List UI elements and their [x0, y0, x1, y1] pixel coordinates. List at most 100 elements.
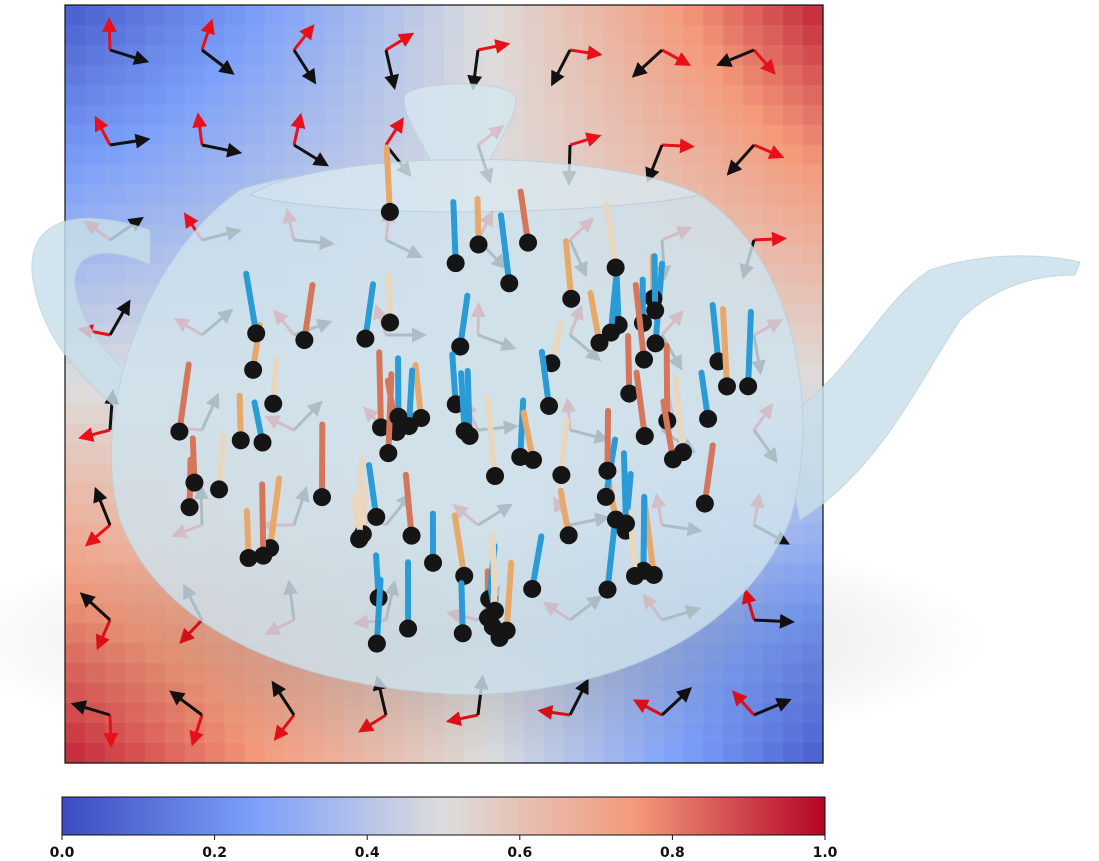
surface-point — [181, 498, 199, 516]
heat-cell — [783, 5, 804, 26]
heat-cell — [165, 224, 186, 245]
heat-cell — [85, 25, 106, 46]
heat-cell — [803, 524, 824, 545]
heat-cell — [245, 45, 266, 66]
surface-arrow — [643, 497, 644, 571]
surface-point — [699, 410, 717, 428]
heat-cell — [205, 185, 226, 206]
heat-cell — [324, 145, 345, 166]
heat-cell — [803, 264, 824, 285]
heat-cell — [65, 484, 86, 505]
heat-cell — [205, 743, 226, 764]
heat-cell — [205, 105, 226, 126]
heat-cell — [584, 105, 605, 126]
heat-cell — [703, 5, 724, 26]
heat-cell — [364, 5, 385, 26]
heat-cell — [344, 105, 365, 126]
heat-cell — [763, 244, 784, 265]
surface-point — [486, 602, 504, 620]
heat-cell — [723, 125, 744, 146]
heat-cell — [564, 85, 585, 106]
heat-cell — [185, 204, 206, 225]
surface-arrow — [748, 312, 751, 386]
surface-point — [590, 334, 608, 352]
heat-cell — [364, 85, 385, 106]
surface-point — [264, 395, 282, 413]
surface-point — [599, 581, 617, 599]
heat-cell — [225, 125, 246, 146]
heat-cell — [763, 224, 784, 245]
heat-cell — [65, 105, 86, 126]
heat-cell — [264, 65, 285, 86]
heat-cell — [564, 65, 585, 86]
heat-cell — [444, 25, 465, 46]
heat-cell — [643, 5, 664, 26]
heat-cell — [85, 65, 106, 86]
heat-cell — [504, 65, 525, 86]
heat-cell — [803, 324, 824, 345]
colorbar-tick-label: 0.6 — [507, 845, 532, 861]
surface-point — [424, 554, 442, 572]
red-vector — [754, 239, 784, 240]
heat-cell — [245, 165, 266, 186]
heat-cell — [584, 65, 605, 86]
surface-point — [389, 408, 407, 426]
heat-cell — [604, 145, 625, 166]
heat-cell — [65, 504, 86, 525]
heat-cell — [324, 65, 345, 86]
heat-cell — [304, 105, 325, 126]
heat-cell — [85, 5, 106, 26]
surface-point — [456, 422, 474, 440]
heat-cell — [264, 125, 285, 146]
heat-cell — [65, 424, 86, 445]
heat-cell — [743, 85, 764, 106]
heat-cell — [165, 165, 186, 186]
heat-cell — [803, 85, 824, 106]
heat-cell — [185, 105, 206, 126]
heat-cell — [683, 5, 704, 26]
heat-cell — [584, 125, 605, 146]
heat-cell — [384, 25, 405, 46]
heat-cell — [145, 204, 166, 225]
heat-cell — [65, 404, 86, 425]
heat-cell — [763, 65, 784, 86]
heat-cell — [723, 5, 744, 26]
heat-cell — [65, 125, 86, 146]
heat-cell — [703, 105, 724, 126]
surface-point — [454, 624, 472, 642]
heat-cell — [165, 145, 186, 166]
heat-cell — [225, 45, 246, 66]
heat-cell — [803, 743, 824, 764]
surface-point — [367, 508, 385, 526]
heat-cell — [185, 743, 206, 764]
heat-cell — [65, 145, 86, 166]
heat-cell — [185, 185, 206, 206]
heat-cell — [125, 165, 146, 186]
heat-cell — [703, 145, 724, 166]
surface-point — [552, 466, 570, 484]
heat-cell — [245, 105, 266, 126]
heat-cell — [225, 25, 246, 46]
heat-cell — [145, 65, 166, 86]
heat-cell — [783, 264, 804, 285]
heat-cell — [783, 85, 804, 106]
heat-cell — [743, 5, 764, 26]
heat-cell — [803, 304, 824, 325]
surface-point — [295, 331, 313, 349]
heat-cell — [763, 743, 784, 764]
heat-cell — [125, 145, 146, 166]
heat-cell — [105, 85, 126, 106]
heat-cell — [783, 65, 804, 86]
heat-cell — [783, 185, 804, 206]
surface-point — [696, 495, 714, 513]
heat-cell — [225, 5, 246, 26]
heat-cell — [185, 85, 206, 106]
surface-point — [598, 462, 616, 480]
heat-cell — [364, 105, 385, 126]
heat-cell — [344, 145, 365, 166]
surface-point — [368, 635, 386, 653]
surface-point — [607, 259, 625, 277]
heat-cell — [324, 125, 345, 146]
heat-cell — [65, 723, 86, 744]
heat-cell — [165, 743, 186, 764]
